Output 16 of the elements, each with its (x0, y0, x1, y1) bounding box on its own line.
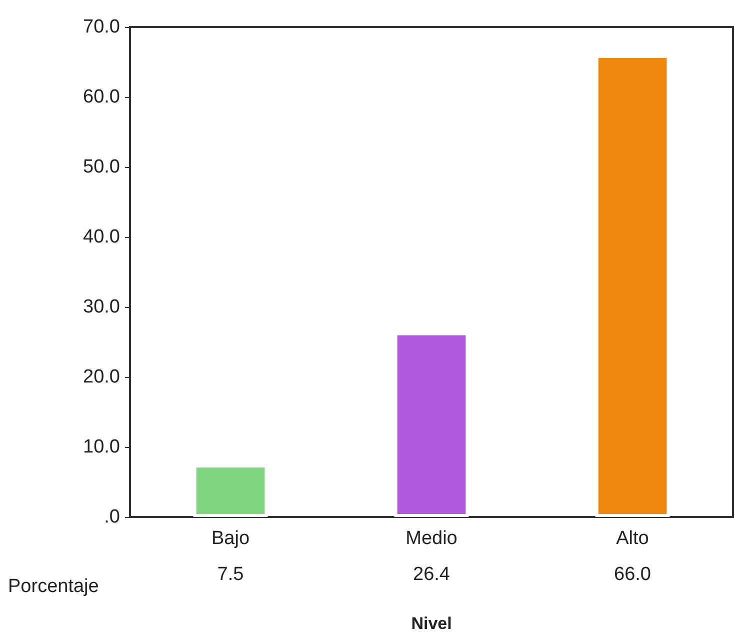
y-tick-label: 30.0 (83, 296, 120, 318)
data-label: 66.0 (614, 564, 651, 585)
x-axis-title: Nivel (411, 614, 452, 633)
y-tick-label: 10.0 (83, 436, 120, 458)
x-tick-label: Alto (616, 528, 649, 549)
x-tick-label: Medio (406, 528, 458, 549)
y-tick-label: 50.0 (83, 156, 120, 178)
y-tick-label: 60.0 (83, 86, 120, 108)
text: Porcentaje (8, 576, 99, 597)
y-tick-label: 40.0 (83, 226, 120, 248)
data-label: 26.4 (413, 564, 450, 585)
data-label: 7.5 (217, 564, 244, 585)
y-tick-label: 20.0 (83, 366, 120, 388)
y-tick-label: .0 (104, 506, 120, 528)
y-tick-label: 70.0 (83, 16, 120, 38)
x-tick-label: Bajo (211, 528, 250, 549)
